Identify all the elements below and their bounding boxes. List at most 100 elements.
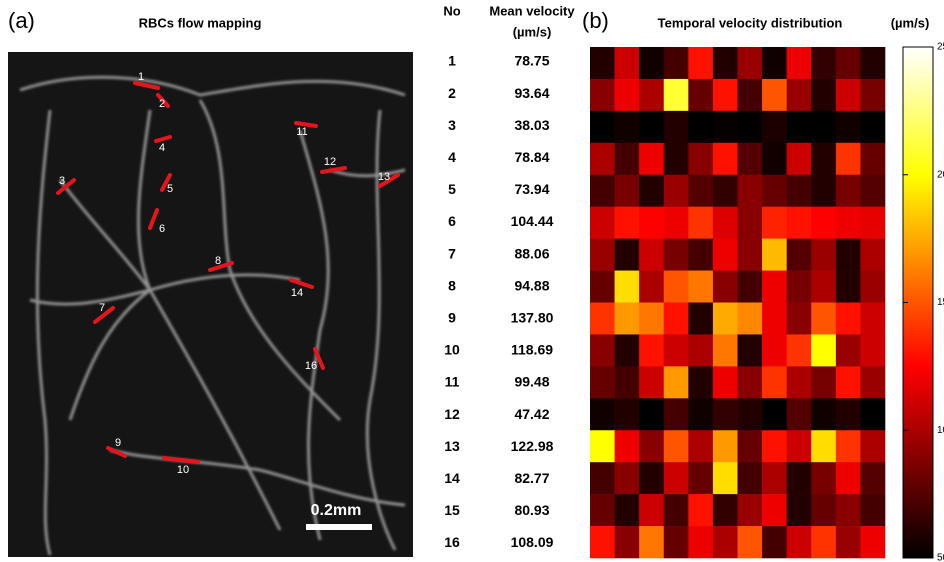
heatmap-cell xyxy=(639,494,665,527)
heatmap-cell xyxy=(860,398,886,431)
heatmap-cell xyxy=(663,47,689,80)
heatmap-cell xyxy=(835,270,861,303)
mean-velocity: 78.75 xyxy=(514,53,549,69)
row-number: 11 xyxy=(445,374,460,390)
heatmap-cell xyxy=(737,270,763,303)
heatmap-cell xyxy=(860,206,886,239)
heatmap-cell xyxy=(712,366,738,399)
row-number: 7 xyxy=(448,245,456,261)
heatmap-cell xyxy=(688,47,714,80)
mean-velocity: 93.64 xyxy=(514,85,549,101)
heatmap-cell xyxy=(762,366,787,399)
marker-label: 11 xyxy=(296,126,307,138)
heatmap-cell xyxy=(835,174,861,207)
heatmap-cell xyxy=(860,142,886,176)
heatmap-cell xyxy=(590,47,615,80)
mean-velocity: 47.42 xyxy=(514,406,549,422)
heatmap-cell xyxy=(614,110,640,144)
row-number: 13 xyxy=(444,438,460,454)
mean-velocity: 104.44 xyxy=(511,213,554,229)
column-header: No xyxy=(443,3,460,18)
heatmap-cell xyxy=(860,302,886,335)
marker-label: 12 xyxy=(324,156,336,168)
heatmap-cell xyxy=(688,494,714,527)
heatmap-cell xyxy=(712,302,738,335)
heatmap-cell xyxy=(737,366,763,399)
heatmap-cell xyxy=(614,142,640,176)
row-number: 15 xyxy=(444,502,460,518)
flow-marker xyxy=(148,208,159,230)
flow-marker xyxy=(289,278,314,289)
colorbar-tick-label: 50 xyxy=(937,553,944,562)
heatmap-cell xyxy=(860,462,886,495)
colorbar-unit: (µm/s) xyxy=(891,15,930,30)
marker-label: 16 xyxy=(305,360,317,372)
heatmap-cell xyxy=(639,302,665,335)
heatmap-cell xyxy=(590,206,615,239)
heatmap-cell xyxy=(639,47,665,80)
heatmap-cell xyxy=(737,47,763,80)
heatmap-cell xyxy=(712,398,738,431)
heatmap-cell xyxy=(712,238,738,271)
heatmap-cell xyxy=(590,526,615,559)
row-number: 5 xyxy=(448,181,456,197)
row-number: 6 xyxy=(448,213,456,229)
heatmap-cell xyxy=(688,174,714,207)
heatmap-cell xyxy=(860,78,886,112)
heatmap-cell xyxy=(590,302,615,335)
mean-velocity: 88.06 xyxy=(514,245,549,261)
heatmap-cell xyxy=(663,206,689,239)
heatmap-cell xyxy=(786,78,812,112)
heatmap-cell xyxy=(811,302,837,335)
heatmap-cell xyxy=(590,270,615,303)
heatmap-cell xyxy=(688,334,714,367)
heatmap-cell xyxy=(590,334,615,367)
row-number: 9 xyxy=(448,310,456,326)
heatmap-cell xyxy=(614,238,640,271)
heatmap-cell xyxy=(786,110,812,144)
heatmap-cell xyxy=(811,430,837,463)
row-number: 3 xyxy=(448,117,456,133)
heatmap-cell xyxy=(835,430,861,463)
heatmap-cell xyxy=(590,366,615,399)
marker-label: 6 xyxy=(159,223,165,235)
column-header: Mean velocity xyxy=(489,3,575,18)
heatmap-cell xyxy=(860,526,886,559)
heatmap-cell xyxy=(614,494,640,527)
heatmap-cell xyxy=(614,302,640,335)
mean-velocity: 73.94 xyxy=(514,181,549,197)
heatmap-cell xyxy=(663,238,689,271)
heatmap-cell xyxy=(786,238,812,271)
flow-marker xyxy=(294,121,318,128)
flow-marker xyxy=(106,446,127,458)
heatmap-cell xyxy=(688,270,714,303)
heatmap-cell xyxy=(835,334,861,367)
heatmap-cell xyxy=(663,430,689,463)
heatmap-cell xyxy=(688,398,714,431)
heatmap-cell xyxy=(811,526,837,559)
heatmap-cell xyxy=(688,206,714,239)
heatmap-cell xyxy=(811,174,837,207)
heatmap-cell xyxy=(614,334,640,367)
heatmap-cell xyxy=(786,206,812,239)
heatmap-cell xyxy=(639,334,665,367)
heatmap-cell xyxy=(639,206,665,239)
heatmap-cell xyxy=(762,78,787,112)
colorbar-tick-label: 100 xyxy=(937,425,944,436)
marker-label: 1 xyxy=(138,71,144,83)
marker-label: 9 xyxy=(115,437,121,449)
heatmap-cell xyxy=(786,366,812,399)
marker-label: 14 xyxy=(291,287,303,299)
heatmap-cell xyxy=(737,302,763,335)
heatmap-cell xyxy=(688,430,714,463)
panel-title: RBCs flow mapping xyxy=(139,15,262,30)
heatmap-cell xyxy=(639,110,665,144)
heatmap-cell xyxy=(737,494,763,527)
row-number: 1 xyxy=(448,53,456,69)
heatmap-cell xyxy=(786,270,812,303)
heatmap-cell xyxy=(590,494,615,527)
heatmap-cell xyxy=(762,47,787,80)
heatmap-cell xyxy=(688,238,714,271)
heatmap-cell xyxy=(663,366,689,399)
mean-velocity: 94.88 xyxy=(514,277,549,293)
